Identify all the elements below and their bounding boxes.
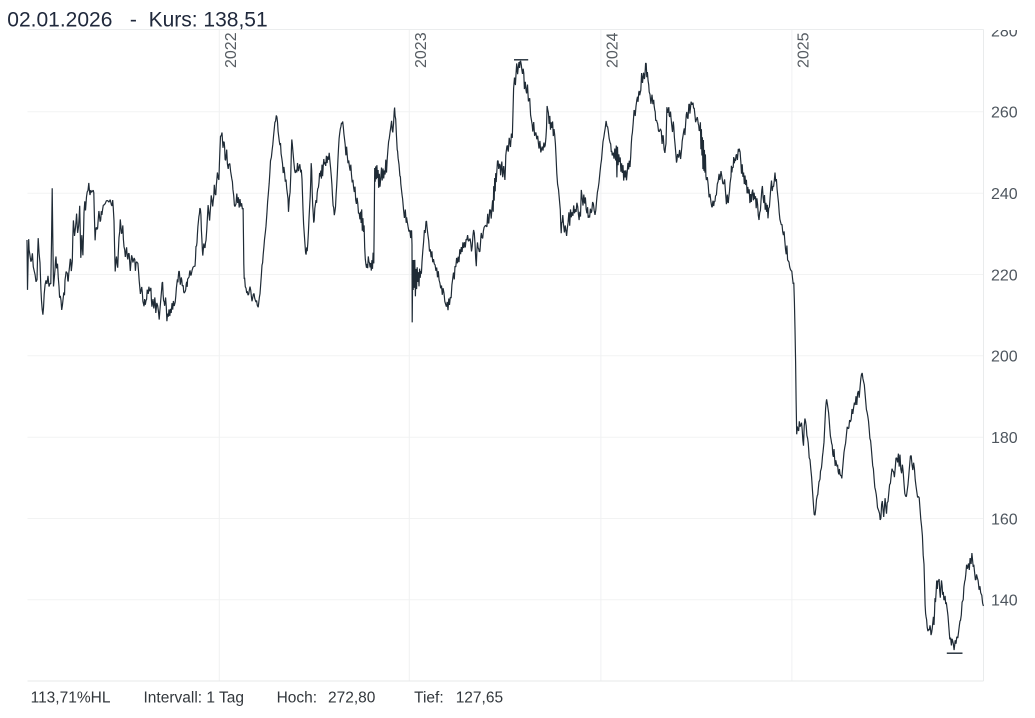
svg-text:160: 160 xyxy=(991,511,1018,528)
svg-text:Hoch:: Hoch: xyxy=(277,690,318,707)
svg-text:Intervall: 1 Tag: Intervall: 1 Tag xyxy=(144,690,245,707)
svg-text:2024: 2024 xyxy=(604,32,621,68)
svg-text:127,65: 127,65 xyxy=(456,690,503,707)
svg-text:02.01.2026 - Kurs: 138,51: 02.01.2026 - Kurs: 138,51 xyxy=(7,8,267,31)
svg-text:2025: 2025 xyxy=(795,32,812,68)
svg-text:Tief:: Tief: xyxy=(414,690,444,707)
svg-text:240: 240 xyxy=(991,186,1018,203)
svg-text:272,80: 272,80 xyxy=(328,690,376,707)
svg-text:2022: 2022 xyxy=(223,32,240,68)
svg-text:140: 140 xyxy=(991,593,1018,610)
svg-text:220: 220 xyxy=(991,267,1018,284)
svg-text:113,71%HL: 113,71%HL xyxy=(31,690,111,707)
svg-text:2023: 2023 xyxy=(413,32,430,68)
svg-text:280: 280 xyxy=(991,23,1018,40)
svg-text:180: 180 xyxy=(991,430,1018,447)
svg-text:260: 260 xyxy=(991,105,1018,122)
svg-text:200: 200 xyxy=(991,349,1018,366)
